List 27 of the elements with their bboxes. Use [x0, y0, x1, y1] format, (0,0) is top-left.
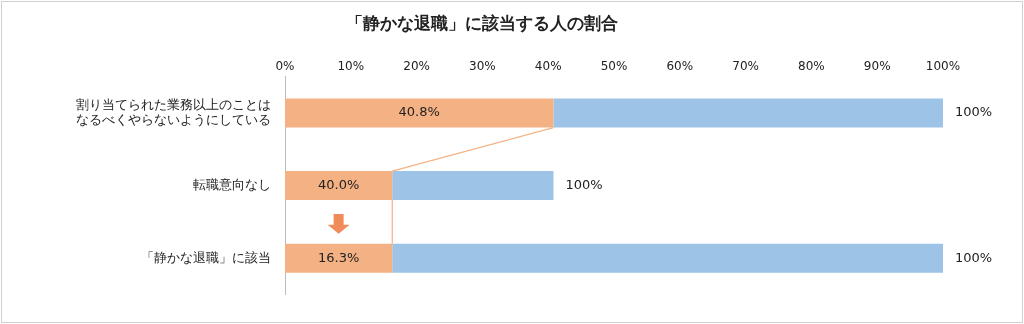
- x-tick-label: 40%: [534, 58, 562, 73]
- y-tick-label: 転職意向なし: [193, 176, 271, 192]
- bar: [392, 171, 554, 201]
- bar: [553, 98, 943, 128]
- bar: [285, 171, 393, 201]
- chart-title: 「静かな退職」に該当する人の割合: [345, 12, 618, 33]
- x-tick-label: 90%: [863, 58, 891, 73]
- x-tick-label: 50%: [600, 58, 628, 73]
- bar: [285, 243, 393, 273]
- bar: [392, 243, 943, 273]
- annotation: 100%: [955, 104, 993, 120]
- x-tick-label: 70%: [732, 58, 759, 73]
- y-tick-label: 割り当てられた業務以上のことはなるべくやらないようにしている: [76, 96, 271, 128]
- x-tick-label: 0%: [275, 58, 295, 73]
- x-tick-label: 20%: [403, 58, 430, 73]
- x-tick-label: 10%: [337, 58, 365, 73]
- data-label: 16.3%: [317, 249, 360, 265]
- y-tick-label: 「静かな退職」に該当: [141, 249, 271, 265]
- x-tick-label: 100%: [925, 58, 961, 73]
- data-label: 40.8%: [398, 104, 440, 120]
- bar: [285, 98, 554, 128]
- x-tick-label: 80%: [798, 58, 825, 73]
- annotation: 100%: [955, 249, 993, 265]
- annotation: 40.0%: [317, 176, 360, 192]
- x-tick-label: 30%: [469, 58, 496, 73]
- annotation: 100%: [565, 176, 603, 192]
- x-tick-label: 60%: [666, 58, 694, 73]
